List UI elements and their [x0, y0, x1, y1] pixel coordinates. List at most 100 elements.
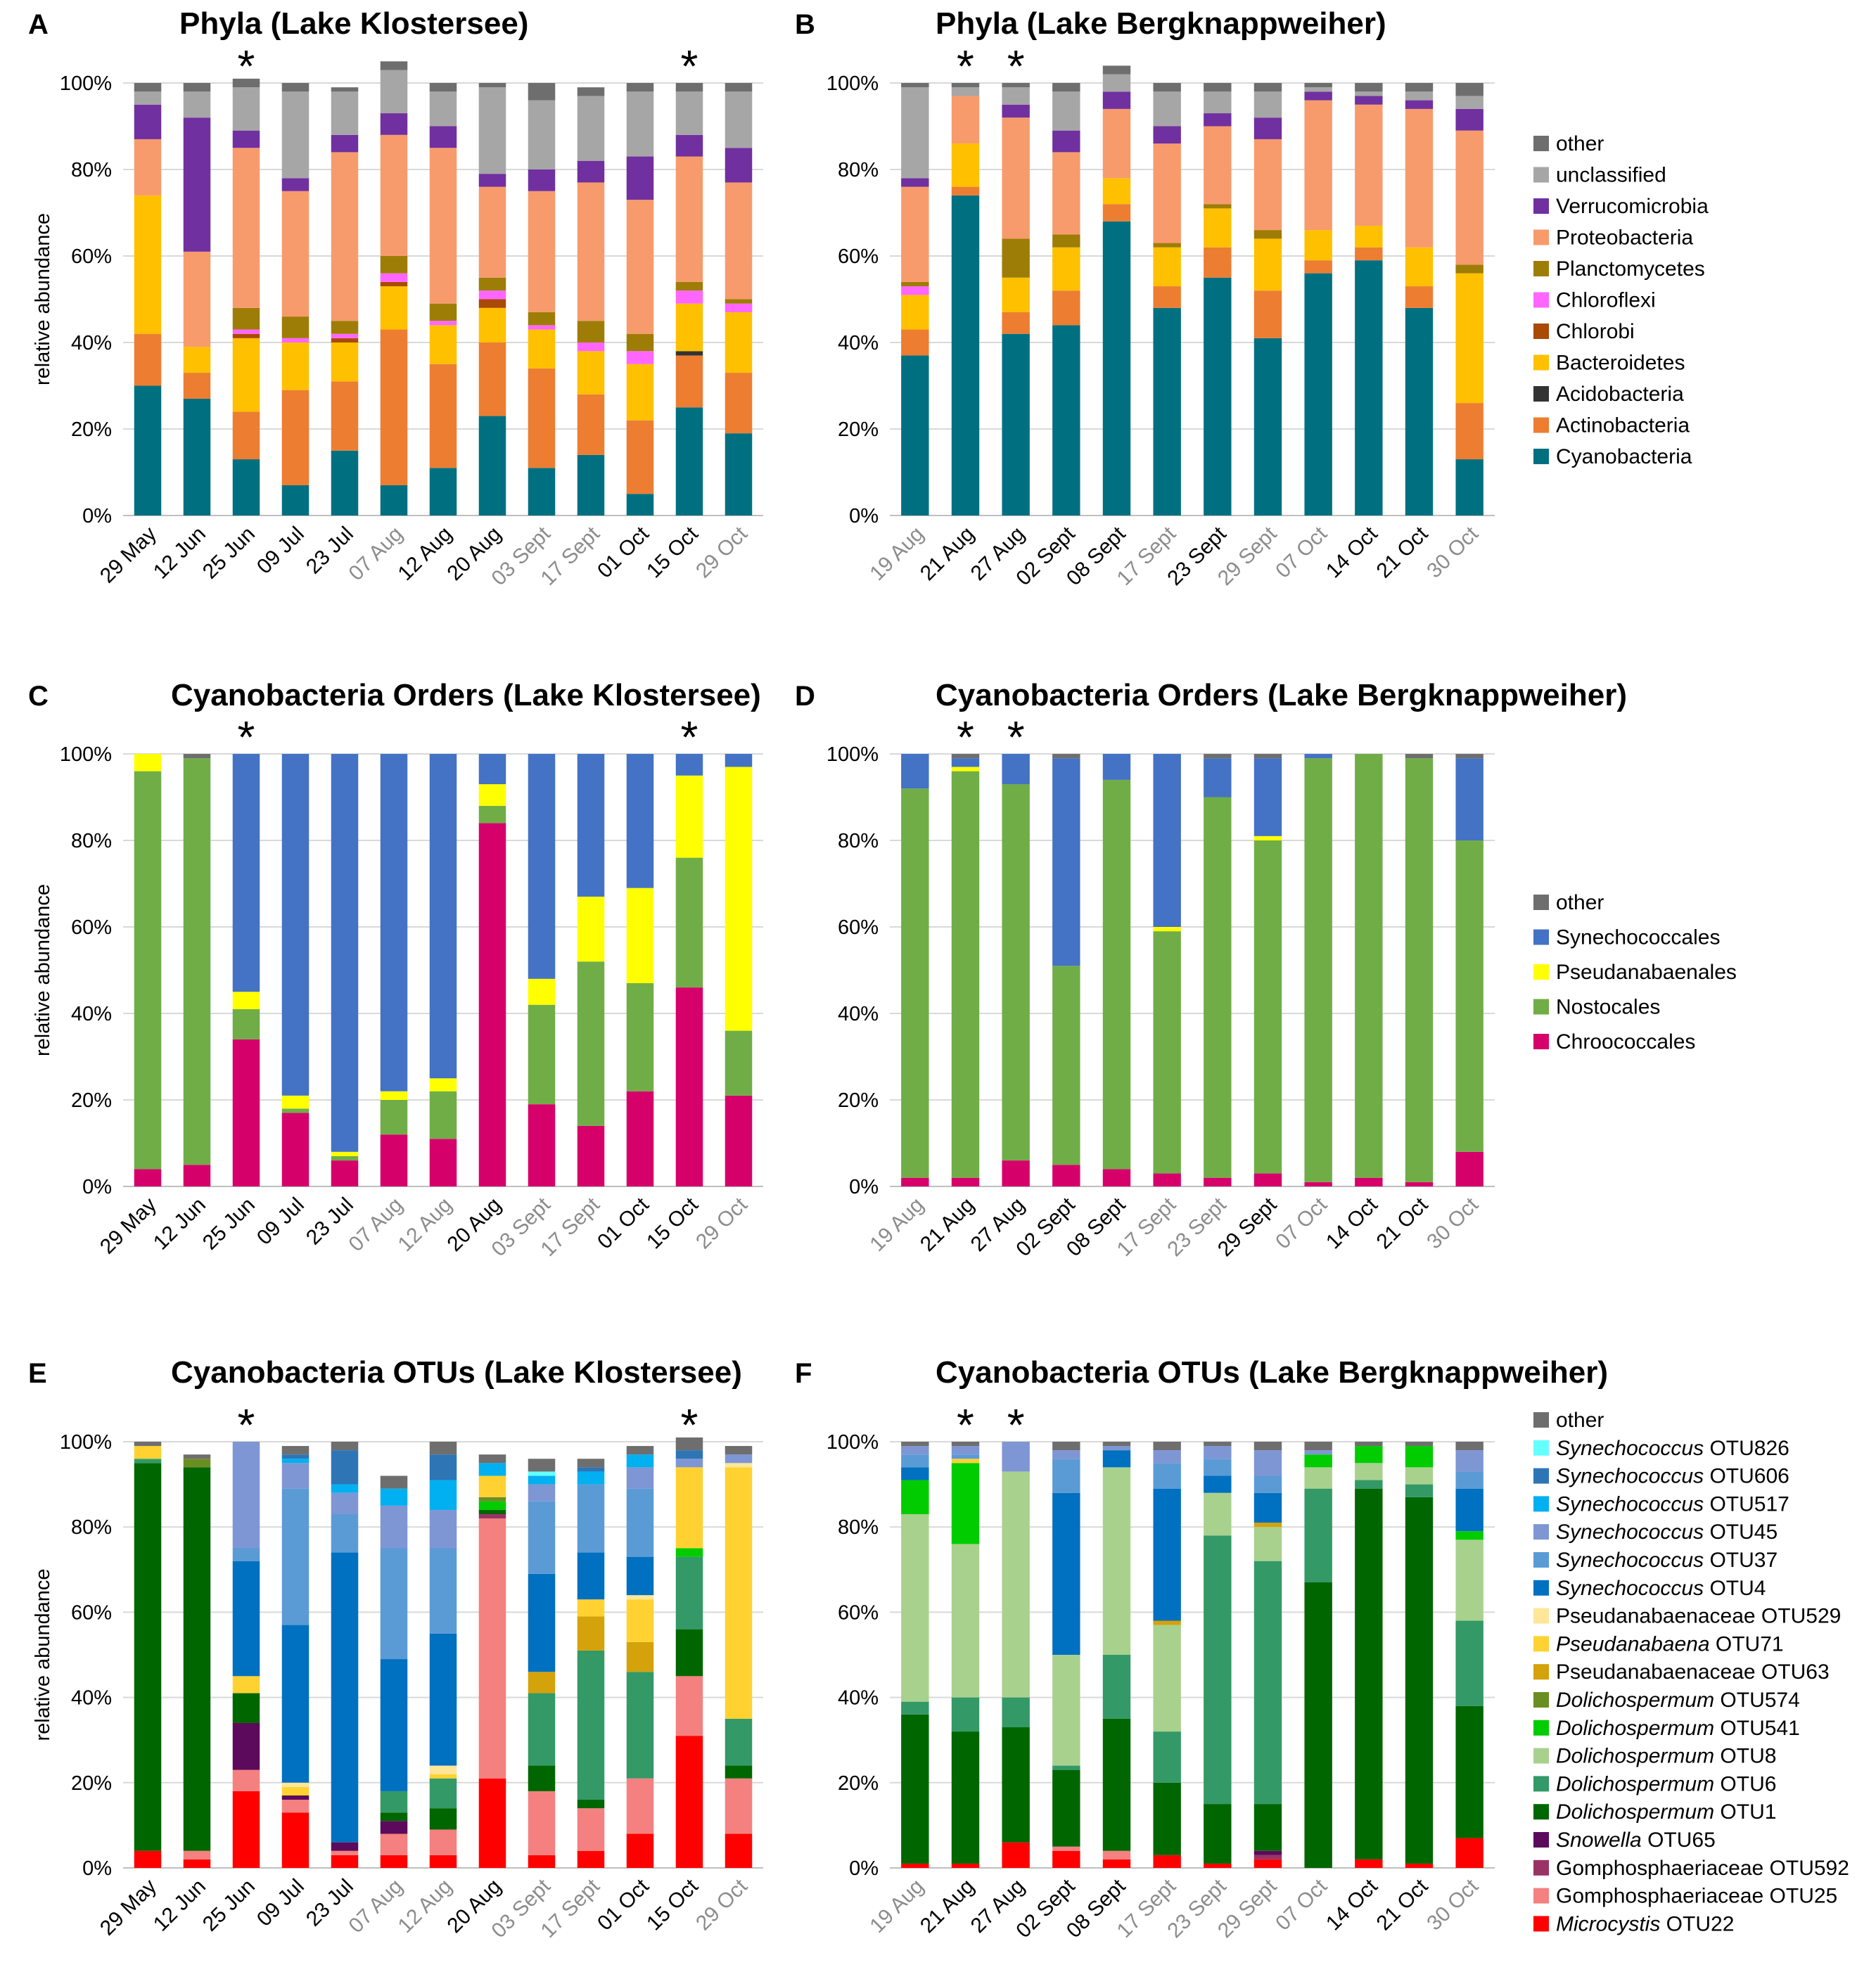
x-tick-label: 01 Oct	[593, 1193, 653, 1253]
y-tick-label: 80%	[71, 159, 112, 181]
bar-segment-synechococcus-otu45	[232, 1442, 260, 1549]
bar-segment-pseudanabaenales	[528, 978, 556, 1005]
significance-asterisk: *	[957, 712, 974, 762]
bar-segment-actinobacteria	[1455, 403, 1483, 460]
bar-segment-verrucomicrobia	[901, 178, 929, 187]
bar-segment-cyanobacteria	[429, 468, 457, 516]
bar-segment-snowella-otu65	[232, 1722, 260, 1770]
legend-label: Nostocales	[1556, 996, 1660, 1019]
bar-segment-synechococcus-otu45	[528, 1484, 556, 1502]
legend-label: Microcystis OTU22	[1556, 1912, 1734, 1935]
bar-segment-pseudanabaenales	[626, 888, 654, 983]
bar-segment-unclassified	[1153, 91, 1181, 127]
bar-segment-proteobacteria	[380, 134, 408, 256]
bar-segment-microcystis-otu22	[380, 1855, 408, 1868]
bar-segment-unclassified	[725, 91, 753, 148]
legend-label: Synechococcus OTU37	[1556, 1549, 1778, 1572]
bar-segment-planctomycetes	[281, 316, 310, 338]
bar-segment-synechococcus-otu517	[281, 1459, 310, 1464]
bar-segment-dolichospermum-otu574	[478, 1497, 506, 1502]
bar-segment-synechococcus-otu45	[380, 1505, 408, 1549]
bar-segment-verrucomicrobia	[331, 134, 359, 153]
panel-c: C Cyanobacteria Orders (Lake Klostersee) 0…	[28, 678, 763, 1261]
bar-segment-pseudanabaenaceae-otu63	[577, 1616, 605, 1651]
bar-segment-unclassified	[1002, 87, 1030, 105]
bar-segment-dolichospermum-otu6	[1102, 1655, 1131, 1719]
bar-segment-verrucomicrobia	[1204, 113, 1232, 127]
bar-segment-other	[1052, 754, 1080, 759]
bar-segment-actinobacteria	[675, 355, 703, 408]
x-tick-label: 12 Jun	[149, 1193, 210, 1255]
legend-swatch	[1533, 1524, 1549, 1540]
bar-segment-actinobacteria	[1102, 204, 1131, 222]
legend-label: Synechococcus OTU517	[1556, 1492, 1789, 1516]
y-tick-label: 80%	[71, 830, 112, 852]
bar-segment-dolichospermum-otu1	[380, 1812, 408, 1821]
bar-segment-synechococcus-otu37	[528, 1501, 556, 1574]
bar-segment-microcystis-otu22	[331, 1855, 359, 1868]
bar-segment-synechococcales	[1102, 754, 1131, 780]
legend-swatch	[1533, 1888, 1549, 1904]
legend-swatch	[1533, 261, 1549, 276]
bar-segment-synechococcus-otu45	[429, 1509, 457, 1549]
bar-segment-actinobacteria	[1405, 286, 1434, 308]
bar-segment-pseudanabaena-otu71	[725, 1467, 753, 1719]
bar-segment-pseudanabaenales	[1253, 835, 1282, 840]
x-tick-label: 21 Oct	[1372, 1874, 1433, 1935]
bar-segment-planctomycetes	[1002, 238, 1030, 278]
bar-segment-synechococcales	[429, 754, 457, 1079]
bar-segment-synechococcales	[331, 754, 359, 1152]
y-tick-label: 60%	[838, 916, 879, 939]
bar-segment-pseudanabaena-otu71	[281, 1786, 310, 1795]
bar-segment-verrucomicrobia	[1052, 130, 1080, 153]
bar-segment-synechococcus-otu4	[1455, 1488, 1483, 1532]
bar-segment-gomphosphaeriaceae-otu25	[725, 1778, 753, 1834]
bar-segment-nostocales	[1455, 840, 1483, 1152]
bar-segment-synechococcus-otu37	[1455, 1471, 1483, 1489]
legend-label: Pseudanabaena OTU71	[1556, 1632, 1784, 1656]
bar-segment-pseudanabaenaceae-otu529	[725, 1463, 753, 1468]
bar-segment-other	[1204, 1442, 1232, 1447]
bar-segment-cyanobacteria	[1052, 325, 1080, 516]
legend-label: Synechococcus OTU826	[1556, 1437, 1789, 1460]
bar-segment-chloroflexi	[331, 333, 359, 338]
bar-segment-nostocales	[951, 771, 980, 1178]
bar-segment-dolichospermum-otu541	[675, 1548, 703, 1557]
legend-label: unclassified	[1556, 164, 1666, 187]
bar-segment-dolichospermum-otu541	[1304, 1454, 1332, 1468]
bar-segment-actinobacteria	[1153, 286, 1181, 308]
bar-segment-bacteroidetes	[577, 351, 605, 395]
bar-segment-synechococcus-otu45	[1153, 1450, 1181, 1464]
x-tick-label: 07 Oct	[1271, 1193, 1332, 1253]
bar-segment-dolichospermum-otu8	[1153, 1625, 1181, 1732]
x-tick-label: 25 Jun	[198, 1193, 260, 1255]
bar-segment-dolichospermum-otu1	[577, 1800, 605, 1809]
bar-segment-bacteroidetes	[528, 329, 556, 369]
bar-segment-synechococcus-otu4	[1052, 1492, 1080, 1655]
chart-title: Phyla (Lake Bergknappweiher)	[936, 6, 1386, 41]
panel-letter: E	[28, 1358, 47, 1389]
bar-segment-synechococcus-otu4	[901, 1467, 929, 1480]
bar-segment-other	[1455, 1442, 1483, 1451]
legend-label: Gomphosphaeriaceae OTU25	[1556, 1885, 1837, 1908]
bar-segment-nostocales	[134, 771, 162, 1170]
bar-segment-gomphosphaeriaceae-otu25	[1102, 1850, 1131, 1859]
bar-segment-synechococcus-otu37	[331, 1514, 359, 1553]
bar-segment-pseudanabaena-otu71	[675, 1467, 703, 1549]
y-tick-label: 0%	[82, 1176, 112, 1198]
bar-segment-proteobacteria	[577, 182, 605, 321]
legend-label: Dolichospermum OTU574	[1556, 1689, 1800, 1712]
bar-segment-bacteroidetes	[901, 295, 929, 330]
bar-segment-gomphosphaeriaceae-otu25	[429, 1829, 457, 1855]
bar-segment-other	[331, 1442, 359, 1451]
bar-segment-dolichospermum-otu6	[1253, 1561, 1282, 1805]
bar-segment-synechococcus-otu4	[380, 1659, 408, 1791]
bar-segment-dolichospermum-otu6	[675, 1556, 703, 1630]
x-tick-label: 07 Aug	[345, 1193, 407, 1256]
bar-segment-microcystis-otu22	[281, 1812, 310, 1868]
bar-segment-dolichospermum-otu1	[232, 1693, 260, 1723]
bar-segment-nostocales	[1153, 931, 1181, 1174]
bar-segment-chroococcales	[134, 1169, 162, 1186]
bar-segment-microcystis-otu22	[675, 1736, 703, 1868]
bar-segment-microcystis-otu22	[1102, 1859, 1131, 1868]
